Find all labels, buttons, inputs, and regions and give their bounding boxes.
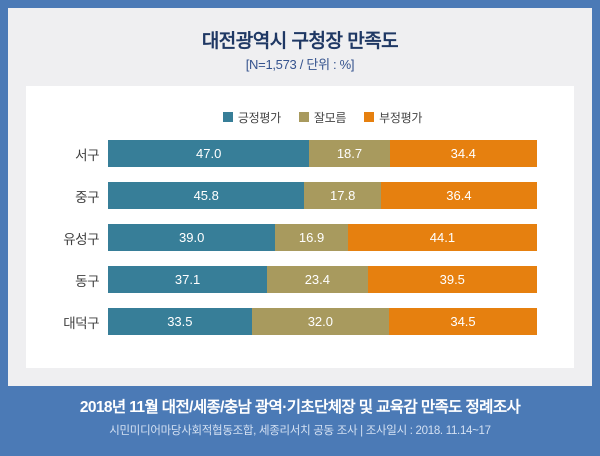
category-label: 동구 xyxy=(75,273,99,289)
page-title: 대전광역시 구청장 만족도 xyxy=(201,31,399,52)
bar-track: 39.0 16.9 44.1 xyxy=(108,224,537,251)
bar-track: 45.8 17.8 36.4 xyxy=(108,182,537,209)
value-label: 34.4 xyxy=(450,146,476,161)
bar-segment: 44.1 xyxy=(347,224,537,251)
footer-survey-title: 2018년 11월 대전/세종/충남 광역·기초단체장 및 교육감 만족도 정례… xyxy=(79,399,521,416)
bar-row: 대덕구 33.5 32.0 34.5 xyxy=(26,308,537,335)
footer-banner: 2018년 11월 대전/세종/충남 광역·기초단체장 및 교육감 만족도 정례… xyxy=(8,386,592,448)
legend-item: 부정평가 xyxy=(364,109,422,126)
bar-row: 유성구 39.0 16.9 44.1 xyxy=(26,224,537,251)
legend-item: 긍정평가 xyxy=(222,109,281,126)
bar-row: 동구 37.1 23.4 39.5 xyxy=(26,266,537,293)
bar-segment: 17.8 xyxy=(304,182,381,209)
bar-segment: 39.0 xyxy=(108,224,276,251)
bar-segment: 36.4 xyxy=(380,182,537,209)
value-label: 36.4 xyxy=(446,188,472,203)
legend-swatch xyxy=(222,112,233,122)
value-label: 45.8 xyxy=(193,188,219,203)
value-label: 18.7 xyxy=(336,146,363,161)
bar-segment: 18.7 xyxy=(309,140,390,167)
legend-swatch xyxy=(298,112,309,122)
bar-row: 서구 47.0 18.7 34.4 xyxy=(26,140,537,167)
value-label: 39.0 xyxy=(179,230,205,245)
bar-chart: 서구 47.0 18.7 34.4 중구 45.8 17.8 36.4 유성구 39.0 16.9 4… xyxy=(26,140,537,335)
legend-label: 잘모름 xyxy=(313,110,347,125)
category-label: 대덕구 xyxy=(63,315,99,331)
value-label: 23.4 xyxy=(304,272,330,287)
value-label: 47.0 xyxy=(196,146,222,161)
value-label: 39.5 xyxy=(439,272,465,287)
bar-track: 33.5 32.0 34.5 xyxy=(108,308,537,335)
bar-row: 중구 45.8 17.8 36.4 xyxy=(26,182,537,209)
value-label: 16.9 xyxy=(298,230,325,245)
bar-track: 47.0 18.7 34.4 xyxy=(108,140,537,167)
bar-segment: 16.9 xyxy=(275,224,348,251)
legend-label: 부정평가 xyxy=(379,110,423,125)
chart-legend: 긍정평가 잘모름 부정평가 xyxy=(108,109,537,126)
category-label: 중구 xyxy=(75,189,99,205)
category-label: 유성구 xyxy=(63,231,99,247)
value-label: 34.5 xyxy=(450,314,476,329)
value-label: 44.1 xyxy=(429,230,456,245)
bar-segment: 34.4 xyxy=(389,140,537,167)
value-label: 32.0 xyxy=(307,314,334,329)
bar-segment: 34.5 xyxy=(389,308,537,335)
page-subtitle: [N=1,573 / 단위 : %] xyxy=(245,57,355,72)
value-label: 17.8 xyxy=(330,188,356,203)
legend-label: 긍정평가 xyxy=(237,110,281,125)
bar-segment: 47.0 xyxy=(108,140,310,167)
chart-card: 긍정평가 잘모름 부정평가 서구 47.0 18.7 34.4 중구 45.8 17.8 36.4… xyxy=(26,86,574,368)
value-label: 33.5 xyxy=(167,314,193,329)
legend-item: 잘모름 xyxy=(298,109,347,126)
bar-segment: 39.5 xyxy=(367,266,537,293)
bar-segment: 37.1 xyxy=(108,266,268,293)
bar-track: 37.1 23.4 39.5 xyxy=(108,266,537,293)
legend-swatch xyxy=(364,112,375,122)
bar-segment: 45.8 xyxy=(108,182,305,209)
value-label: 37.1 xyxy=(174,272,201,287)
bar-segment: 23.4 xyxy=(267,266,368,293)
bar-segment: 32.0 xyxy=(251,308,389,335)
footer-survey-credit: 시민미디어마당사회적협동조합, 세종리서치 공동 조사 | 조사일시 : 201… xyxy=(109,425,491,437)
category-label: 서구 xyxy=(75,147,99,163)
bar-segment: 33.5 xyxy=(108,308,252,335)
